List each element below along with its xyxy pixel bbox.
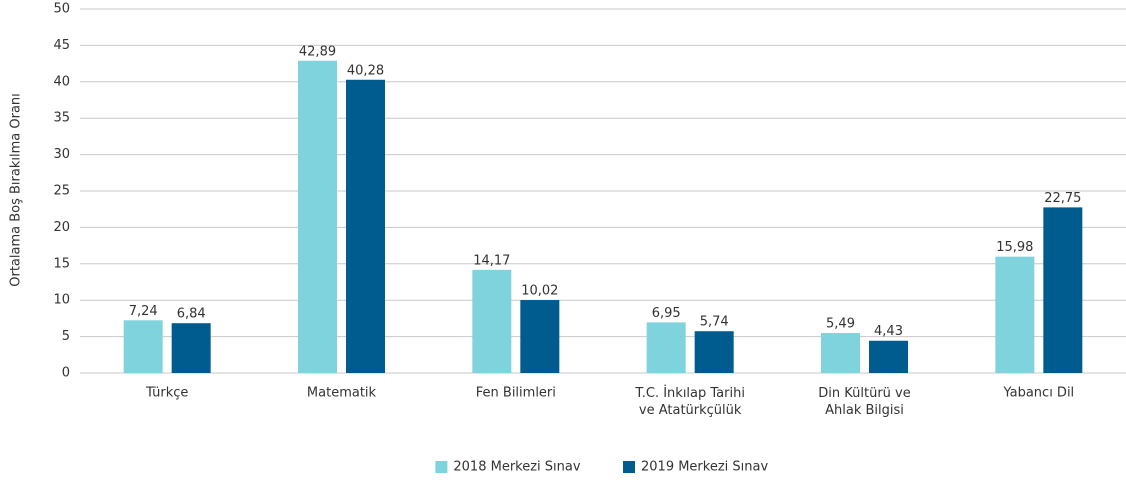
value-label: 7,24 bbox=[129, 304, 158, 319]
x-tick-label: Fen Bilimleri bbox=[476, 386, 556, 401]
y-tick-label: 15 bbox=[53, 256, 70, 271]
y-tick-label: 30 bbox=[53, 147, 70, 162]
value-label: 5,74 bbox=[700, 315, 729, 330]
bar bbox=[472, 269, 512, 373]
bar bbox=[646, 322, 686, 373]
value-label: 6,95 bbox=[652, 306, 681, 321]
value-label: 15,98 bbox=[996, 240, 1033, 255]
y-tick-label: 5 bbox=[62, 329, 70, 344]
y-tick-label: 25 bbox=[53, 184, 70, 199]
legend-swatch bbox=[623, 461, 635, 473]
legend-swatch bbox=[435, 461, 448, 473]
value-label: 6,84 bbox=[177, 307, 206, 322]
value-label: 14,17 bbox=[473, 253, 510, 268]
legend-label: 2018 Merkezi Sınav bbox=[453, 460, 580, 475]
bar bbox=[821, 333, 860, 373]
value-label: 40,28 bbox=[347, 63, 384, 78]
bar bbox=[869, 340, 908, 373]
value-label: 10,02 bbox=[521, 284, 558, 299]
y-tick-label: 0 bbox=[62, 366, 70, 381]
value-label: 22,75 bbox=[1044, 191, 1081, 206]
y-tick-label: 10 bbox=[53, 293, 70, 308]
bar bbox=[520, 300, 560, 373]
y-tick-label: 40 bbox=[53, 74, 70, 89]
x-tick-label: Yabancı Dil bbox=[1002, 386, 1074, 401]
y-axis-label: Ortalama Boş Bırakılma Oranı bbox=[9, 93, 24, 287]
x-tick-label: Din Kültürü ve Ahlak Bilgisi bbox=[818, 386, 910, 418]
bar bbox=[171, 323, 211, 373]
value-label: 42,89 bbox=[299, 44, 336, 59]
y-tick-label: 20 bbox=[53, 220, 70, 235]
bar bbox=[694, 331, 734, 373]
x-tick-label: Türkçe bbox=[145, 386, 188, 401]
bar bbox=[1043, 207, 1083, 373]
bar bbox=[123, 320, 163, 373]
y-tick-label: 35 bbox=[53, 111, 70, 126]
y-tick-label: 50 bbox=[53, 2, 70, 17]
x-tick-label: T.C. İnkılap Tarihi ve Atatürkçülük bbox=[634, 385, 745, 418]
bar bbox=[346, 79, 385, 373]
value-label: 4,43 bbox=[874, 324, 903, 339]
value-label: 5,49 bbox=[826, 317, 855, 332]
bar bbox=[298, 60, 337, 373]
x-tick-label: Matematik bbox=[307, 386, 377, 401]
bar bbox=[995, 256, 1035, 373]
legend-label: 2019 Merkezi Sınav bbox=[641, 460, 768, 475]
y-tick-label: 45 bbox=[53, 38, 70, 53]
